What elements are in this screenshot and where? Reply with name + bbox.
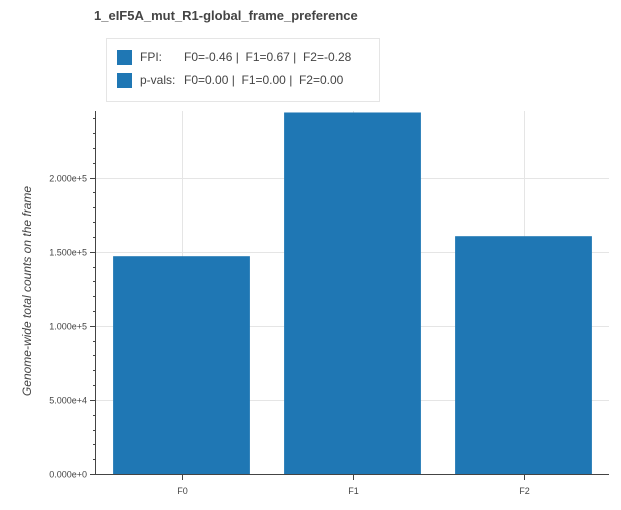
x-tick-label: F2	[519, 486, 530, 496]
bars	[113, 112, 592, 475]
legend-value-pvals: F0=0.00 | F1=0.00 | F2=0.00	[184, 73, 344, 87]
legend-swatch-fpi	[117, 49, 132, 65]
legend-label-fpi: FPI:	[140, 50, 163, 64]
legend-label-pvals: p-vals:	[140, 73, 176, 87]
legend: FPI: F0=-0.46 | F1=0.67 | F2=-0.28 p-val…	[106, 38, 380, 102]
y-tick-label: 0.000e+0	[49, 470, 87, 480]
legend-value-fpi: F0=-0.46 | F1=0.67 | F2=-0.28	[184, 50, 352, 64]
y-tick-label: 1.500e+5	[49, 248, 87, 258]
y-tick-label: 5.000e+4	[49, 396, 87, 406]
axes: 0.000e+0 5.000e+4 1.000e+5 1.500e+5 2.000e+5…	[49, 111, 609, 496]
legend-item-pvals: p-vals: F0=0.00 | F1=0.00 | F2=0.00	[117, 71, 343, 89]
bar-f0	[113, 256, 250, 474]
chart-title: 1_eIF5A_mut_R1-global_frame_preference	[94, 8, 358, 23]
y-tick-label: 1.000e+5	[49, 322, 87, 332]
x-tick-label: F0	[177, 486, 188, 496]
legend-swatch-pvals	[117, 72, 132, 88]
bar-f2	[455, 236, 592, 474]
y-tick-label: 2.000e+5	[49, 174, 87, 184]
x-tick-label: F1	[348, 486, 359, 496]
bar-f1	[284, 112, 421, 475]
legend-item-fpi: FPI: F0=-0.46 | F1=0.67 | F2=-0.28	[117, 48, 351, 66]
y-axis-label: Genome-wide total counts on the frame	[20, 186, 34, 396]
